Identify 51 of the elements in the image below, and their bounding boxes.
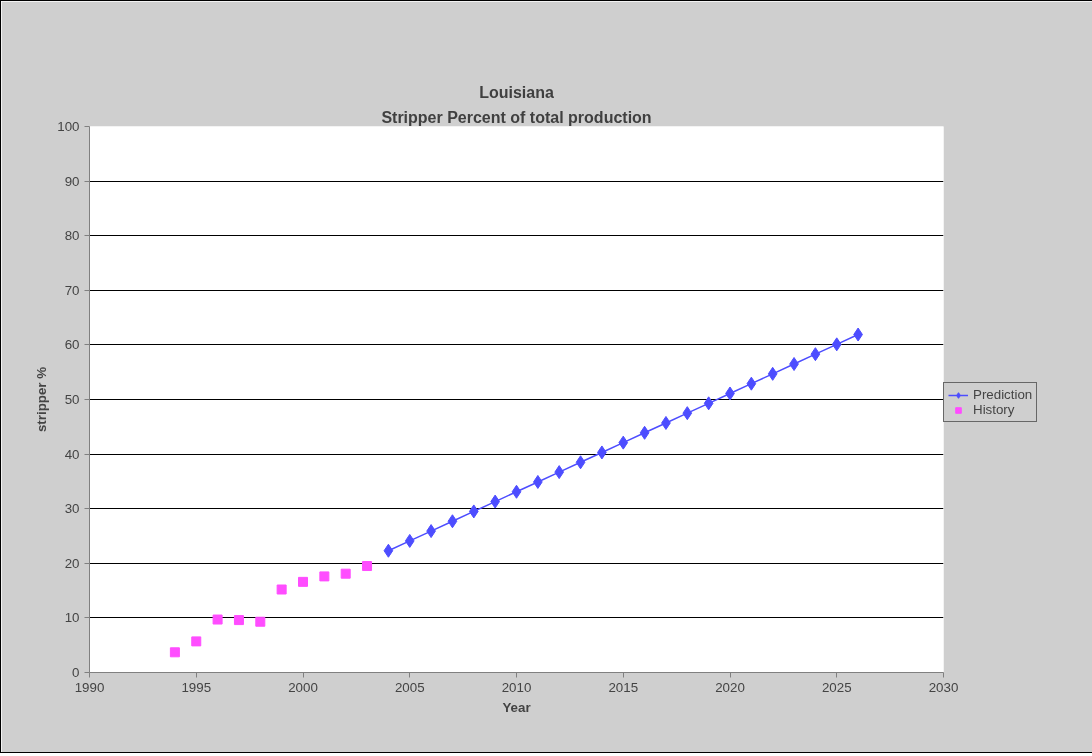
y-tick-label: 20: [64, 555, 80, 571]
point: [639, 425, 650, 440]
x-tick-label: 2010: [501, 679, 532, 695]
point: [212, 614, 223, 625]
point: [298, 576, 308, 587]
point: [682, 406, 693, 421]
point: [767, 366, 778, 381]
point: [575, 455, 586, 470]
point: [191, 636, 202, 647]
point: [703, 396, 714, 411]
x-tick-label: 2020: [715, 679, 745, 695]
y-tick-label: 60: [64, 337, 80, 353]
y-tick-label: 40: [64, 446, 80, 462]
x-tick-label: 2005: [394, 679, 425, 695]
point: [169, 647, 180, 658]
point: [255, 616, 266, 627]
x-tick-label: 1990: [74, 679, 105, 695]
point: [383, 543, 394, 558]
y-tick-label: 10: [64, 610, 80, 626]
point: [447, 514, 458, 529]
point: [233, 615, 244, 626]
point: [319, 571, 330, 582]
point: [276, 584, 287, 595]
point: [618, 435, 629, 450]
y-tick-label: 90: [64, 173, 80, 189]
y-tick-label: 50: [64, 392, 80, 407]
chart-subtitle: Stripper Percent of total production: [381, 108, 652, 126]
point: [362, 561, 373, 572]
chart-title: Louisiana: [479, 83, 554, 101]
y-tick-label: 30: [64, 501, 80, 517]
point: [468, 504, 479, 519]
point: [810, 347, 821, 362]
point: [404, 533, 415, 548]
point: [831, 337, 842, 352]
x-tick-label: 2015: [608, 679, 639, 695]
point: [554, 465, 565, 480]
y-tick-label: 0: [72, 665, 80, 680]
x-axis-title: Year: [502, 699, 531, 715]
x-tick-label: 2030: [928, 679, 959, 695]
point: [340, 568, 351, 579]
y-tick-label: 70: [64, 282, 80, 298]
x-tick-label: 2025: [821, 679, 852, 695]
y-tick-label: 80: [64, 228, 80, 244]
y-axis-title: stripper %: [34, 366, 50, 433]
legend-label: History: [973, 402, 1015, 417]
legend-label: Prediction: [973, 387, 1033, 402]
point: [511, 484, 522, 499]
y-tick-label: 100: [57, 119, 80, 134]
x-tick-label: 2000: [288, 679, 318, 695]
point: [746, 376, 757, 391]
x-tick-label: 1995: [181, 679, 212, 695]
